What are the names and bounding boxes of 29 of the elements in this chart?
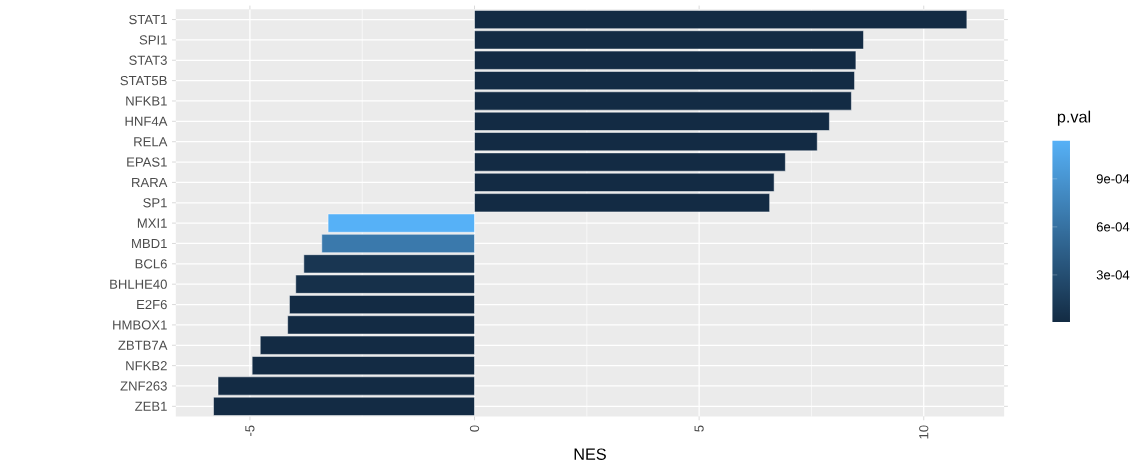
x-tick-label: 0: [469, 425, 480, 432]
y-tick-label: MBD1: [132, 239, 167, 249]
y-tick-label: NFKB2: [126, 361, 167, 371]
y-tick-label: ZEB1: [135, 402, 167, 412]
y-tick-label: SP1: [143, 198, 167, 208]
color-bar-label: 3e-04: [1096, 270, 1130, 280]
y-tick-label: ZNF263: [120, 381, 167, 391]
y-tick-label: STAT5B: [120, 76, 167, 86]
x-tick-label: -5: [245, 425, 255, 437]
y-tick-label: STAT3: [129, 55, 167, 66]
y-tick-label: ZBTB7A: [118, 340, 168, 350]
y-tick-label: HNF4A: [125, 117, 168, 127]
y-tick-label: RELA: [134, 137, 168, 147]
y-tick-label: SPI1: [139, 35, 167, 45]
x-tick-label: 5: [694, 425, 704, 432]
y-tick-label: E2F6: [137, 300, 167, 310]
x-axis-title: NES: [574, 448, 606, 461]
y-tick-label: STAT1: [129, 15, 167, 25]
y-tick-label: MXI1: [137, 218, 167, 228]
color-bar-title: p.val: [1057, 110, 1091, 126]
color-bar-label: 9e-04: [1096, 174, 1130, 184]
y-tick-label: BHLHE40: [110, 279, 167, 290]
y-tick-label: HMBOX1: [113, 320, 167, 330]
color-bar-label: 6e-04: [1096, 222, 1130, 232]
y-tick-label: BCL6: [135, 259, 167, 269]
y-tick-label: RARA: [132, 178, 168, 188]
x-tick-label: 10: [919, 425, 929, 439]
y-tick-label: EPAS1: [127, 157, 167, 167]
y-tick-label: NFKB1: [126, 96, 167, 106]
